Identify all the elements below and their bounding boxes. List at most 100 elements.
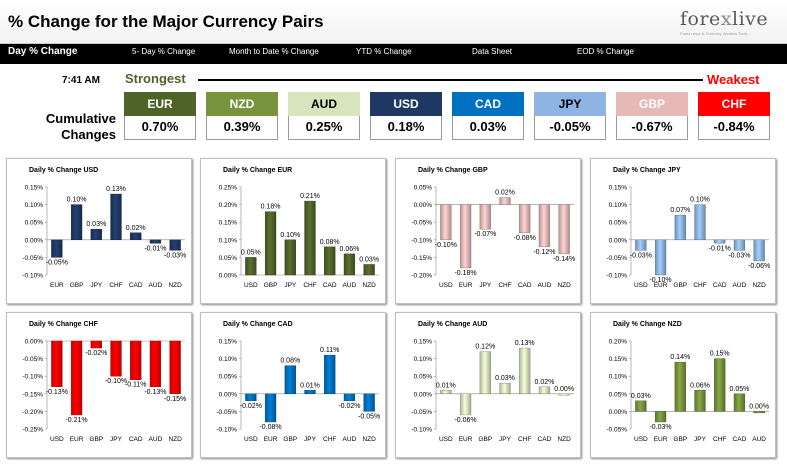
- tab-ytd-change[interactable]: YTD % Change: [356, 47, 412, 56]
- data-label: 0.08%: [320, 239, 340, 246]
- chart-title: Daily % Change EUR: [223, 167, 293, 174]
- tab-data-sheet[interactable]: Data Sheet: [472, 47, 513, 56]
- bar-gbp: [70, 204, 83, 240]
- bar-chf: [324, 354, 336, 395]
- data-label: -0.06%: [748, 263, 770, 270]
- bar-nzd: [169, 340, 181, 394]
- chart-title: Daily % Change USD: [29, 167, 99, 174]
- y-tick-label: -0.10%: [606, 273, 627, 280]
- x-tick-label: CAD: [713, 282, 727, 289]
- y-tick-label: 0.05%: [25, 220, 44, 227]
- bar-jpy: [304, 390, 316, 394]
- bar-eur: [654, 411, 667, 423]
- x-tick-label: EUR: [654, 282, 668, 289]
- x-tick-label: CHF: [323, 436, 336, 443]
- currency-code: EUR: [124, 92, 196, 116]
- data-label: -0.05%: [358, 413, 380, 420]
- y-tick-label: -0.10%: [216, 427, 237, 434]
- bar-gbp: [674, 214, 686, 240]
- bar-eur: [459, 393, 472, 416]
- bar-aud: [733, 239, 746, 251]
- data-label: 0.13%: [106, 186, 126, 193]
- x-tick-label: AUD: [538, 282, 552, 289]
- x-tick-label: NZD: [168, 282, 182, 289]
- y-tick-label: 0.20%: [219, 202, 238, 209]
- data-label: 0.05%: [729, 386, 749, 393]
- bar-nzd: [753, 239, 765, 262]
- y-tick-label: 0.05%: [609, 220, 628, 227]
- x-tick-label: CAD: [538, 436, 552, 443]
- currency-code: CHF: [698, 92, 770, 116]
- bar-nzd: [558, 204, 570, 255]
- data-label: -0.14%: [553, 256, 575, 263]
- x-tick-label: USD: [439, 282, 453, 289]
- x-tick-label: USD: [439, 436, 453, 443]
- data-label: -0.15%: [164, 396, 186, 403]
- tab-month-to-date[interactable]: Month to Date % Change: [229, 47, 319, 56]
- x-tick-label: NZD: [362, 436, 376, 443]
- tab-day-change[interactable]: Day % Change: [8, 46, 78, 57]
- chart-title: Daily % Change AUD: [418, 321, 488, 328]
- chart-panel-gbp: -0.20% -0.15% -0.10% -0.05% 0.00% 0.05% -0.10%…: [395, 158, 581, 304]
- data-label: -0.03%: [728, 252, 750, 259]
- y-tick-label: 0.10%: [219, 356, 238, 363]
- y-tick-label: 0.05%: [414, 374, 433, 381]
- x-tick-label: JPY: [304, 436, 317, 443]
- data-label: 0.02%: [495, 190, 515, 197]
- y-tick-label: 0.10%: [414, 356, 433, 363]
- chart-title: Daily % Change JPY: [613, 167, 681, 174]
- data-label: -0.10%: [435, 242, 457, 249]
- data-label: -0.02%: [240, 403, 262, 410]
- bar-eur: [654, 239, 667, 276]
- bar-cad: [519, 204, 531, 233]
- currency-code: GBP: [616, 92, 688, 116]
- bar-eur: [459, 204, 472, 269]
- bar-jpy: [110, 340, 122, 377]
- currency-box-jpy: JPY -0.05%: [534, 92, 606, 140]
- tab-5-day-change[interactable]: 5- Day % Change: [132, 47, 196, 56]
- tab-eod-change[interactable]: EOD % Change: [577, 47, 634, 56]
- bar-jpy: [479, 204, 491, 230]
- data-label: -0.05%: [46, 259, 68, 266]
- currency-box-aud: AUD 0.25%: [288, 92, 360, 140]
- y-tick-label: 0.00%: [609, 237, 628, 244]
- currency-value: 0.03%: [452, 116, 524, 140]
- x-tick-label: NZD: [362, 282, 376, 289]
- y-tick-label: 0.25%: [219, 185, 238, 192]
- forexlive-logo[interactable]: forexlive Forex news & Currency Window T…: [680, 8, 780, 40]
- y-tick-label: -0.20%: [411, 273, 432, 280]
- data-label: -0.06%: [454, 417, 476, 424]
- x-tick-label: JPY: [90, 282, 103, 289]
- currency-value: 0.18%: [370, 116, 442, 140]
- y-tick-label: 0.15%: [219, 220, 238, 227]
- bar-aud: [753, 411, 765, 414]
- y-tick-label: 0.15%: [414, 339, 433, 346]
- bar-cad: [538, 386, 551, 395]
- currency-value: 0.70%: [124, 116, 196, 140]
- x-tick-label: USD: [244, 282, 258, 289]
- data-label: 0.13%: [515, 340, 535, 347]
- y-tick-label: 0.05%: [219, 255, 238, 262]
- y-tick-label: -0.05%: [411, 409, 432, 416]
- data-label: -0.10%: [105, 378, 127, 385]
- x-tick-label: GBP: [70, 282, 84, 289]
- x-tick-label: NZD: [168, 436, 182, 443]
- x-tick-label: CHF: [498, 282, 511, 289]
- bar-gbp: [284, 365, 296, 394]
- bar-gbp: [674, 361, 686, 412]
- data-label: -0.08%: [514, 235, 536, 242]
- x-tick-label: EUR: [50, 282, 64, 289]
- y-tick-label: 0.00%: [609, 409, 628, 416]
- logo-wordmark: forexlive: [680, 8, 769, 30]
- x-tick-label: USD: [634, 282, 648, 289]
- currency-code: USD: [370, 92, 442, 116]
- data-label: -0.21%: [65, 417, 87, 424]
- x-tick-label: CAD: [129, 282, 143, 289]
- currency-code: CAD: [452, 92, 524, 116]
- y-tick-label: 0.15%: [219, 339, 238, 346]
- data-label: -0.10%: [649, 277, 671, 284]
- bar-cad: [324, 246, 336, 276]
- bar-chart: -0.10% -0.05% 0.00% 0.05% 0.10% 0.15% -0.03% US…: [606, 185, 770, 290]
- data-label: -0.03%: [630, 252, 652, 259]
- bar-eur: [70, 340, 83, 416]
